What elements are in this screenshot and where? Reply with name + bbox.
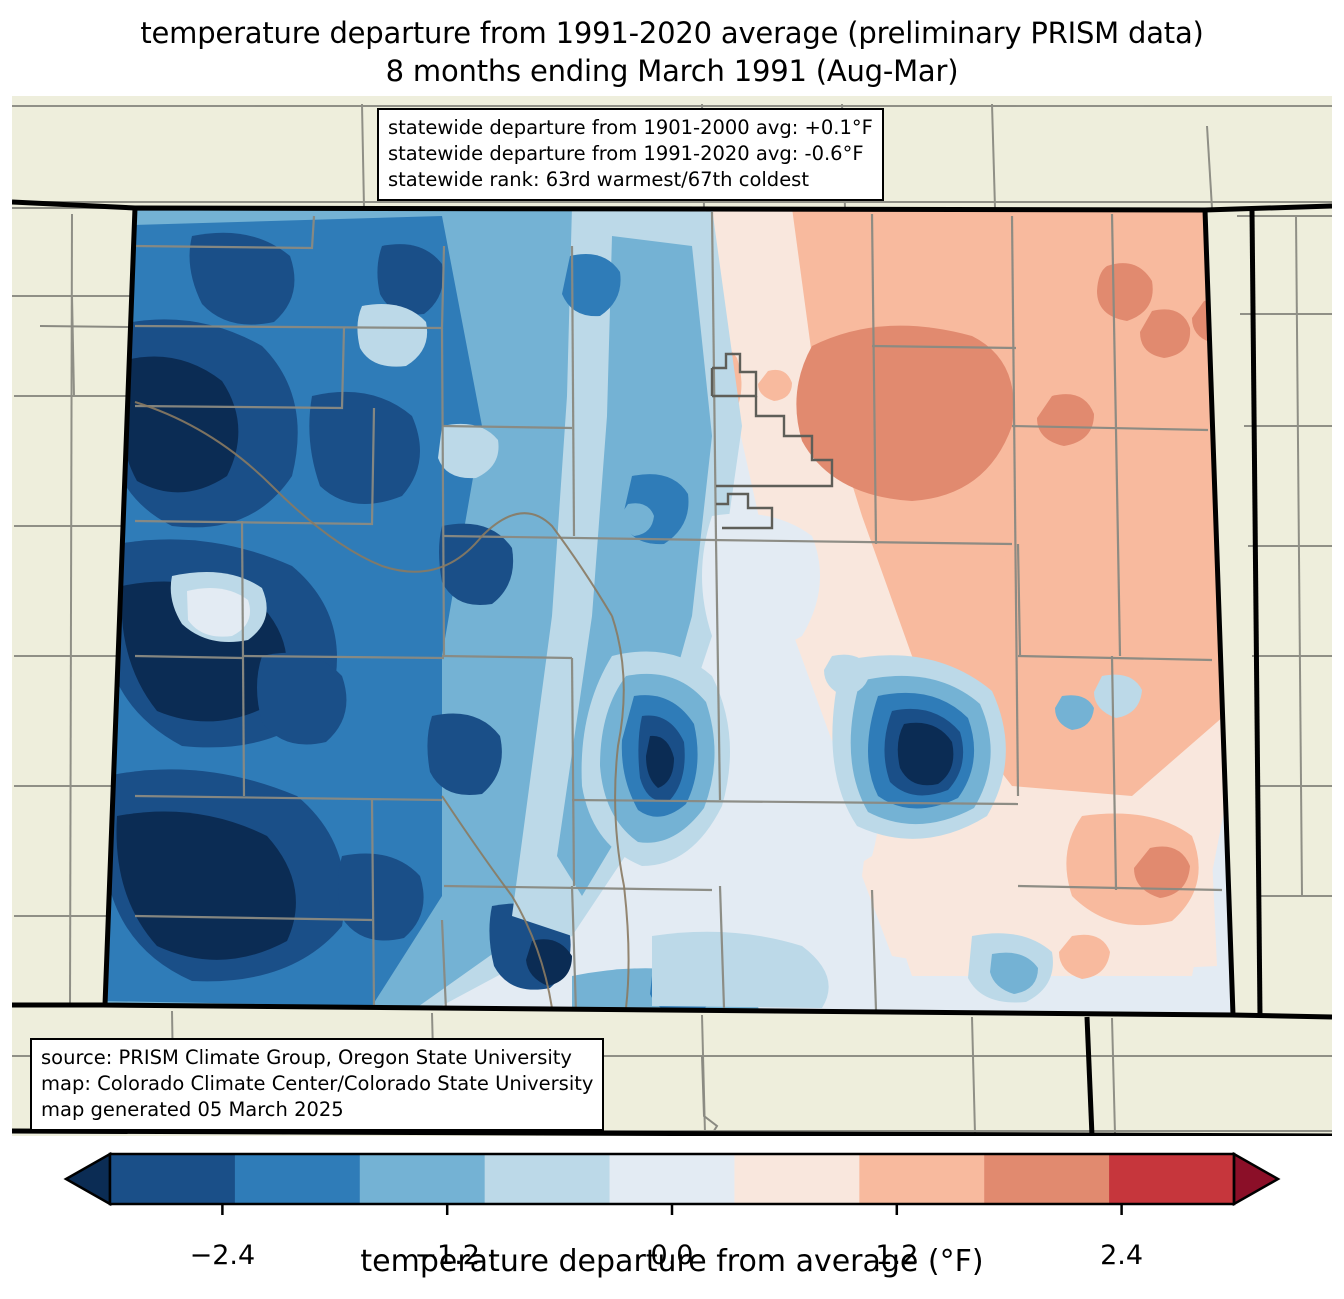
title-line-2: 8 months ending March 1991 (Aug-Mar) [385,54,959,89]
colorbar-band [609,1154,736,1204]
river-lines [134,401,630,1009]
colorbar-band [359,1154,486,1204]
colorbar-tick-labels: −2.4 −1.2 0.0 1.2 2.4 [0,1240,1344,1280]
climate-map [12,96,1332,1136]
stat-departure-1991-2020: statewide departure from 1991-2020 avg: … [388,141,864,165]
colorbar-tick-label: −2.4 [189,1240,256,1271]
colorado-county-lines [134,211,1223,1013]
colorbar-band [1109,1154,1235,1204]
colorbar-svg [63,1151,1281,1215]
stat-statewide-rank: statewide rank: 63rd warmest/67th coldes… [388,167,809,191]
title-line-1: temperature departure from 1991-2020 ave… [140,16,1204,50]
colorbar-tick-label: 0.0 [650,1240,694,1271]
colorbar-tick-label: 2.4 [1100,1240,1144,1271]
temperature-anomaly-contours [105,208,1233,1015]
colorbar-band [484,1154,611,1204]
colorbar-tick-label: −1.2 [414,1240,480,1271]
colorbar-ticks [221,1204,1123,1215]
colorbar: −2.4 −1.2 0.0 1.2 2.4 [0,1142,1344,1299]
denver-metro-county-lines [710,352,834,530]
colorbar-bands [63,1151,1281,1207]
colorbar-band [859,1154,985,1204]
colorbar-band [234,1154,361,1204]
colorbar-cap-high [1232,1151,1281,1207]
neighbor-state-borders [12,199,1332,1136]
source-line: source: PRISM Climate Group, Oregon Stat… [41,1046,572,1069]
stat-departure-1901-2000: statewide departure from 1901-2000 avg: … [388,116,873,139]
map-svg [12,96,1332,1136]
source-box: source: PRISM Climate Group, Oregon Stat… [30,1038,605,1131]
colorbar-band [734,1154,860,1204]
statistics-box: statewide departure from 1901-2000 avg: … [377,108,884,201]
map-credit-line: map: Colorado Climate Center/Colorado St… [41,1071,594,1095]
map-generated-line: map generated 05 March 2025 [41,1097,344,1121]
colorbar-axis-title: temperature departure from average (°F) [360,1244,984,1279]
colorbar-band [110,1154,236,1204]
colorbar-tick-label: 1.2 [875,1240,919,1271]
colorbar-band [984,1154,1110,1204]
colorbar-cap-low [63,1151,112,1207]
page-title: temperature departure from 1991-2020 ave… [0,14,1344,91]
